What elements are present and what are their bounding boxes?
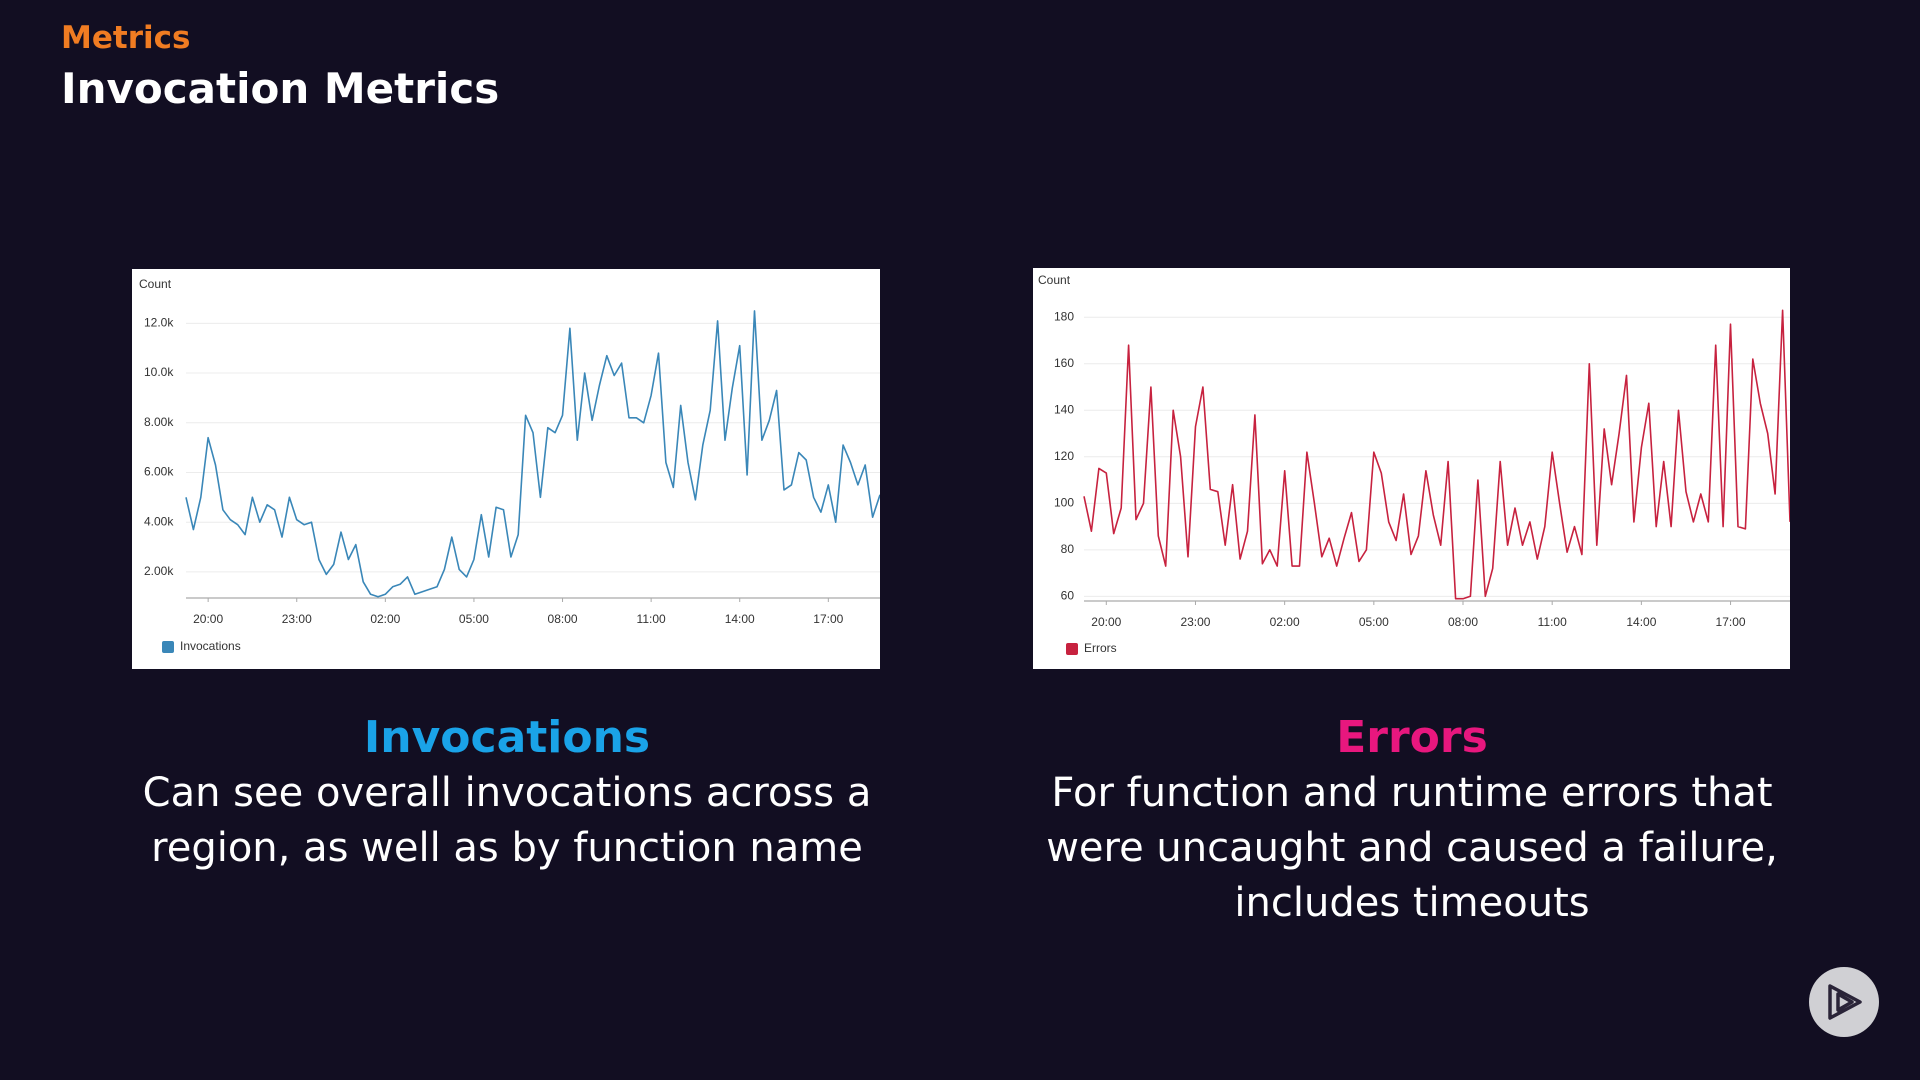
caption-line: were uncaught and caused a failure, bbox=[1046, 825, 1778, 871]
x-tick-label: 20:00 bbox=[1091, 615, 1121, 629]
x-tick-label: 11:00 bbox=[1538, 615, 1567, 629]
caption: Errors For function and runtime errors t… bbox=[1012, 710, 1812, 931]
y-tick-label: 100 bbox=[1054, 495, 1074, 509]
legend-label: Errors bbox=[1084, 641, 1117, 655]
section-label: Metrics bbox=[61, 20, 191, 56]
y-tick-label: 4.00k bbox=[144, 514, 174, 528]
y-axis-label: Count bbox=[139, 277, 172, 291]
y-tick-label: 80 bbox=[1061, 542, 1075, 556]
x-tick-label: 23:00 bbox=[1180, 615, 1210, 629]
x-tick-label: 20:00 bbox=[193, 612, 223, 626]
x-tick-label: 17:00 bbox=[813, 612, 843, 626]
x-tick-label: 05:00 bbox=[1359, 615, 1389, 629]
legend-label: Invocations bbox=[180, 639, 241, 653]
y-tick-label: 180 bbox=[1054, 309, 1074, 323]
y-tick-label: 10.0k bbox=[144, 365, 174, 379]
y-tick-label: 140 bbox=[1054, 402, 1074, 416]
x-tick-label: 08:00 bbox=[1448, 615, 1478, 629]
y-tick-label: 8.00k bbox=[144, 415, 174, 429]
caption-title: Invocations bbox=[363, 712, 651, 763]
x-tick-label: 02:00 bbox=[370, 612, 400, 626]
caption-line: includes timeouts bbox=[1234, 880, 1590, 926]
x-tick-label: 23:00 bbox=[282, 612, 312, 626]
y-tick-label: 160 bbox=[1054, 356, 1074, 370]
caption: Invocations Can see overall invocations … bbox=[107, 710, 907, 876]
x-tick-label: 11:00 bbox=[637, 612, 666, 626]
x-tick-label: 14:00 bbox=[1626, 615, 1656, 629]
y-tick-label: 6.00k bbox=[144, 465, 174, 479]
chart: Count 60 80 100 120 140 160 180 20:00 23:00 02:00 0… bbox=[1033, 268, 1790, 669]
slide-title: Invocation Metrics bbox=[61, 64, 500, 113]
chart: Count 2.00k 4.00k 6.00k 8.00k 10.0k 12.0k 20:00… bbox=[132, 269, 880, 669]
y-tick-label: 60 bbox=[1061, 589, 1075, 603]
series-line bbox=[185, 310, 880, 598]
caption-title: Errors bbox=[1336, 712, 1488, 763]
caption-line: region, as well as by function name bbox=[151, 825, 863, 871]
play-circle[interactable] bbox=[1809, 967, 1879, 1037]
play-icon[interactable] bbox=[1828, 984, 1862, 1020]
x-tick-label: 14:00 bbox=[725, 612, 755, 626]
y-tick-label: 120 bbox=[1054, 449, 1074, 463]
y-axis-label: Count bbox=[1038, 273, 1071, 287]
y-tick-label: 2.00k bbox=[144, 564, 174, 578]
y-tick-label: 12.0k bbox=[144, 316, 174, 330]
x-tick-label: 08:00 bbox=[548, 612, 578, 626]
legend-swatch bbox=[162, 641, 174, 653]
x-tick-label: 05:00 bbox=[459, 612, 489, 626]
caption-line: Can see overall invocations across a bbox=[142, 770, 872, 816]
caption-line: For function and runtime errors that bbox=[1051, 770, 1773, 816]
play-button[interactable] bbox=[1808, 966, 1880, 1038]
x-tick-label: 02:00 bbox=[1270, 615, 1300, 629]
legend-swatch bbox=[1066, 643, 1078, 655]
x-tick-label: 17:00 bbox=[1716, 615, 1746, 629]
series-line bbox=[1083, 309, 1790, 600]
